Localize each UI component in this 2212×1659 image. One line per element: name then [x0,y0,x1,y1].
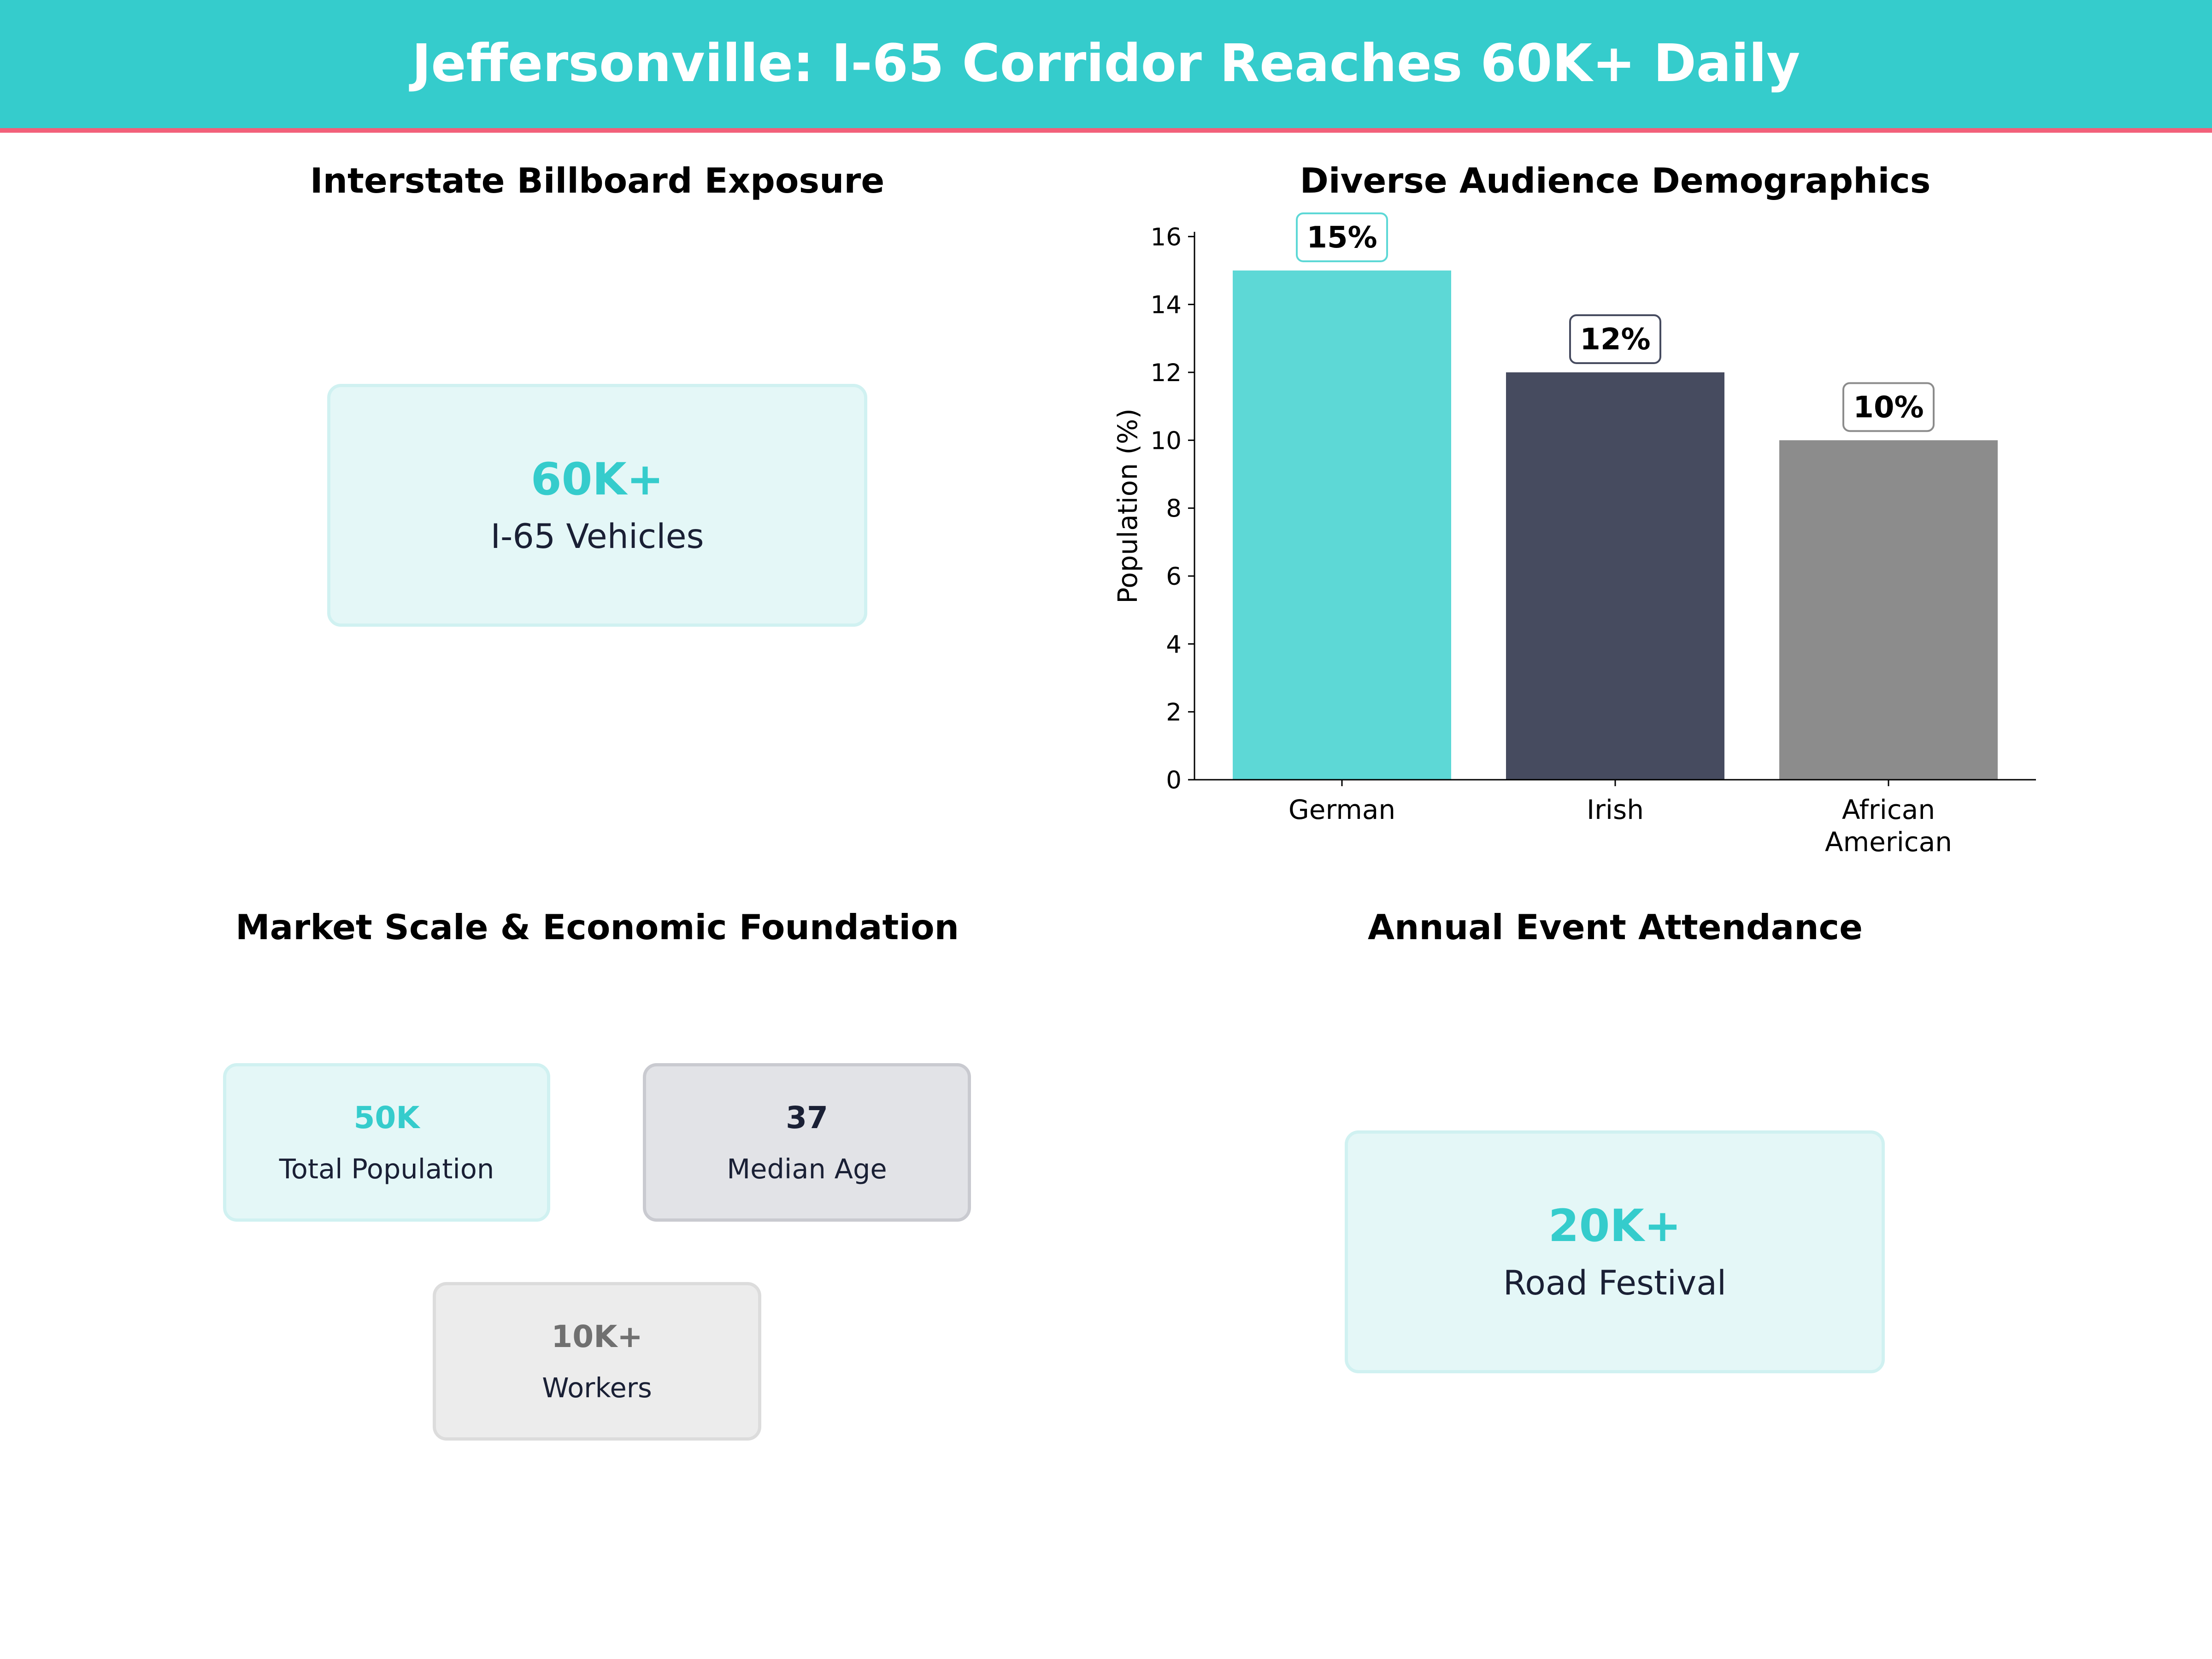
billboard-panel-title: Interstate Billboard Exposure [310,160,885,201]
y-tick-label: 10 [1151,427,1182,455]
value-label: 12% [1580,323,1650,357]
festival-stat-card: 20K+ Road Festival [1345,1130,1885,1373]
vehicles-stat-card: 60K+ I-65 Vehicles [327,384,867,627]
bar-2 [1779,440,1998,780]
bar-1 [1506,372,1724,780]
y-tick-label: 2 [1166,699,1182,727]
festival-label: Road Festival [1503,1264,1727,1303]
x-tick-label: Irish [1587,794,1644,825]
header-accent-stripe [0,128,2212,133]
vehicles-value: 60K+ [530,453,664,505]
y-tick-label: 16 [1151,223,1182,251]
events-panel-title: Annual Event Attendance [1367,907,1863,947]
x-tick-label: American [1825,826,1952,858]
market-panel-title: Market Scale & Economic Foundation [235,907,959,947]
festival-value: 20K+ [1548,1200,1682,1252]
median-age-value: 37 [786,1100,828,1135]
vehicles-label: I-65 Vehicles [490,517,704,556]
population-value: 50K [353,1100,420,1135]
y-axis-label: Population (%) [1112,408,1143,604]
value-label-box [1296,212,1388,262]
value-label: 10% [1853,390,1924,424]
value-label: 15% [1306,221,1377,255]
y-tick-label: 14 [1151,291,1182,319]
y-tick-label: 4 [1166,630,1182,659]
y-tick-label: 0 [1166,766,1182,794]
page-title: Jeffersonville: I-65 Corridor Reaches 60… [412,33,1800,94]
median-age-label: Median Age [727,1153,887,1185]
x-tick-label: African [1842,794,1935,825]
population-stat-card: 50K Total Population [223,1063,550,1222]
value-label-box [1842,382,1935,432]
bar-0 [1233,270,1451,780]
header-banner: Jeffersonville: I-65 Corridor Reaches 60… [0,0,2212,128]
x-tick-label: German [1288,794,1395,825]
workers-stat-card: 10K+ Workers [433,1282,761,1441]
demographics-panel-title: Diverse Audience Demographics [1300,160,1931,201]
median-age-stat-card: 37 Median Age [643,1063,971,1222]
y-tick-label: 12 [1151,359,1182,387]
population-label: Total Population [279,1153,494,1185]
y-tick-label: 6 [1166,563,1182,591]
value-label-box [1569,314,1661,364]
workers-value: 10K+ [551,1318,643,1354]
y-tick-label: 8 [1166,495,1182,523]
workers-label: Workers [542,1371,652,1404]
